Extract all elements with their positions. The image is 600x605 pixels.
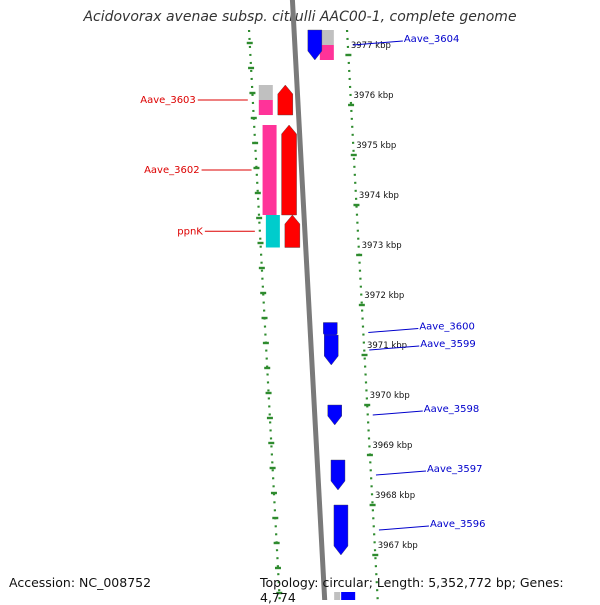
forward-gene-arrow [281, 124, 297, 216]
dotted-tracks [246, 29, 379, 600]
reverse-gene-arrow [333, 504, 349, 556]
cog-bar-continuation [334, 592, 341, 600]
right-dotted-track [345, 29, 379, 600]
scale-label: 3973 kbp [362, 241, 402, 251]
cog-bar-gray [258, 85, 273, 100]
reverse-gene-arrow [307, 29, 323, 61]
gene-label: Aave_3603 [140, 95, 196, 106]
scale-label: 3976 kbp [354, 91, 394, 101]
gene-label: Aave_3604 [404, 34, 460, 45]
gene-label-leader [378, 525, 429, 531]
reverse-gene-continuation [341, 592, 356, 600]
scale-label: 3974 kbp [359, 191, 399, 201]
gene-label: Aave_3599 [420, 339, 476, 350]
gene-label-leader [372, 410, 423, 416]
genome-backbone [289, 0, 328, 600]
scale-label: 3977 kbp [351, 41, 391, 51]
scale-label: 3972 kbp [364, 291, 404, 301]
gene-label: Aave_3596 [430, 519, 486, 530]
gene-label: Aave_3598 [424, 404, 480, 415]
gene-features [277, 29, 356, 600]
scale-label: 3969 kbp [372, 441, 412, 451]
cog-bars [258, 30, 341, 600]
accession-text: Accession: NC_008752 [9, 575, 152, 590]
gene-label: Aave_3602 [144, 165, 200, 176]
scale-label: 3970 kbp [370, 391, 410, 401]
kbp-scale: 3977 kbp 3976 kbp 3975 kbp 3974 kbp 3973 kbp… [351, 41, 418, 551]
forward-gene-arrow [277, 84, 294, 116]
scale-label: 3968 kbp [375, 491, 415, 501]
gene-label-leader [375, 470, 427, 476]
genome-summary-text: Topology: circular; Length: 5,352,772 bp… [260, 575, 564, 605]
cog-bar-magenta [319, 45, 334, 60]
reverse-gene-arrow [327, 404, 342, 426]
gene-label-leader [369, 345, 420, 351]
scale-label: 3971 kbp [367, 341, 407, 351]
gene-label: Aave_3597 [427, 464, 483, 475]
scale-label: 3967 kbp [378, 541, 418, 551]
cog-bar-magenta [262, 125, 277, 215]
forward-gene-arrow [284, 214, 301, 248]
gene-labels: Aave_3604 Aave_3603 Aave_3602 ppnK Aave_3600… [140, 34, 486, 531]
gene-label-leader [368, 328, 419, 333]
gene-label: Aave_3600 [419, 322, 475, 333]
cog-bar-cyan [265, 215, 280, 248]
map-title: Acidovorax avenae subsp. citrulli AAC00-… [83, 9, 517, 25]
cog-bar-gray [319, 30, 334, 45]
gene-label-leader [352, 40, 403, 46]
reverse-gene-arrow [324, 334, 339, 366]
left-dotted-track [247, 29, 281, 600]
backbone-line [289, 0, 328, 600]
gene-label: ppnK [177, 226, 203, 237]
cog-bar-magenta [258, 100, 273, 115]
scale-label: 3975 kbp [356, 141, 396, 151]
reverse-gene-arrow [330, 459, 346, 491]
